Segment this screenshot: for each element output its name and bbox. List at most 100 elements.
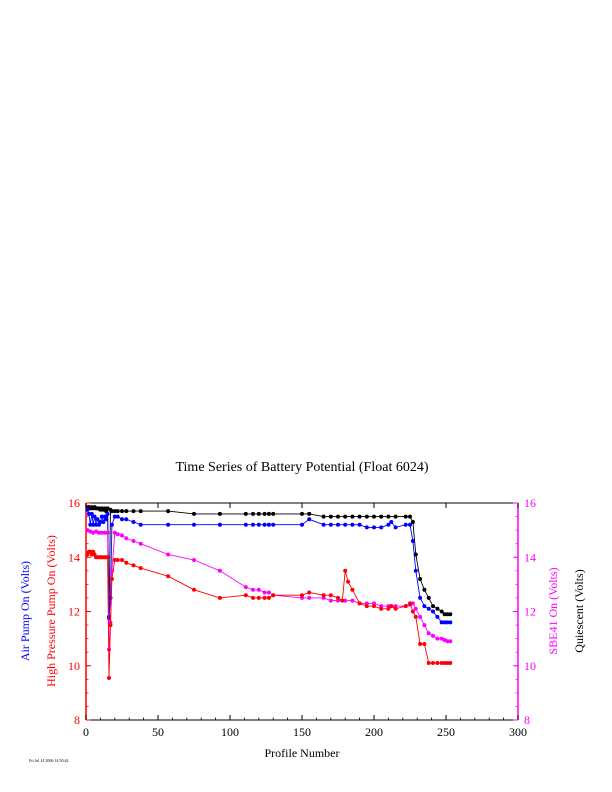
data-point (389, 520, 394, 524)
x-tick-label: 250 (437, 725, 455, 739)
data-point (266, 595, 271, 600)
data-point (403, 604, 408, 609)
data-point (91, 522, 96, 527)
data-point (102, 530, 107, 535)
data-point (300, 593, 304, 598)
data-point (357, 514, 362, 519)
data-point (256, 511, 261, 516)
data-point (350, 522, 355, 527)
plot-frame (85, 502, 519, 721)
data-point (262, 511, 267, 516)
data-point (389, 604, 394, 609)
series-1 (85, 507, 453, 625)
data-point (138, 541, 143, 546)
data-point (101, 520, 106, 524)
data-point (86, 511, 91, 516)
data-point (131, 563, 136, 568)
data-point (343, 598, 348, 603)
data-point (120, 558, 124, 562)
data-point (166, 574, 171, 579)
data-point (413, 552, 418, 557)
data-point (124, 517, 129, 522)
data-point (266, 511, 271, 516)
data-point (120, 517, 124, 522)
data-point (336, 522, 340, 527)
data-point (418, 595, 423, 600)
left-y-tick-label: 16 (68, 496, 80, 510)
data-point (109, 509, 114, 514)
data-point (431, 604, 435, 609)
data-point (138, 522, 143, 527)
data-point (124, 560, 129, 565)
data-point (307, 590, 312, 595)
series-line (87, 550, 451, 679)
x-tick-label: 50 (152, 725, 164, 739)
data-point (217, 568, 222, 573)
data-point (393, 514, 398, 519)
data-point (448, 639, 453, 644)
data-point (120, 509, 124, 514)
x-tick-label: 100 (221, 725, 239, 739)
data-point (340, 598, 345, 603)
data-point (379, 606, 384, 611)
data-point (99, 514, 104, 519)
data-point (108, 595, 113, 600)
data-point (410, 520, 415, 524)
right-y-tick-label: 8 (524, 713, 530, 727)
data-point (364, 525, 369, 530)
data-point (426, 606, 431, 611)
data-point (166, 509, 171, 514)
data-point (403, 514, 408, 519)
data-point (243, 511, 248, 516)
right-y-tick-label: 10 (524, 659, 536, 673)
data-point (271, 522, 276, 527)
data-point (115, 532, 120, 537)
data-point (435, 661, 440, 665)
left-y-tick-label: 14 (68, 550, 80, 564)
data-point (107, 676, 111, 680)
data-point (357, 522, 362, 527)
right-axis-label-quiescent: Quiescent (Volts) (572, 569, 586, 652)
data-point (321, 593, 326, 598)
data-point (336, 514, 340, 519)
data-point (251, 522, 255, 527)
data-point (408, 514, 412, 519)
chart-title: Time Series of Battery Potential (Float … (175, 460, 428, 475)
data-point (379, 514, 384, 519)
data-point (131, 520, 136, 524)
data-point (115, 558, 120, 562)
data-point (328, 514, 333, 519)
data-point (386, 522, 391, 527)
data-point (357, 601, 362, 606)
data-point (448, 661, 453, 665)
data-point (408, 601, 412, 606)
data-point (89, 511, 94, 516)
data-point (251, 511, 255, 516)
data-point (166, 552, 171, 557)
data-point (300, 522, 304, 527)
data-point (445, 620, 450, 625)
data-point (166, 522, 171, 527)
data-point (403, 522, 408, 527)
data-point (120, 533, 124, 538)
data-point (138, 566, 143, 571)
data-point (192, 511, 196, 516)
data-point (243, 585, 248, 590)
data-point (442, 661, 447, 665)
data-point (350, 598, 355, 603)
data-point (393, 525, 398, 530)
data-point (350, 514, 355, 519)
data-point (445, 639, 450, 644)
data-point (321, 522, 326, 527)
data-point (271, 593, 276, 598)
data-point (115, 514, 120, 519)
data-point (138, 509, 143, 514)
data-point (410, 601, 415, 606)
right-axis-label-sbe41: SBE41 On (Volts) (546, 567, 560, 654)
data-point (418, 614, 423, 619)
data-point (131, 509, 136, 514)
data-point (431, 633, 435, 638)
data-point (124, 536, 129, 541)
x-axis-label: Profile Number (265, 746, 340, 760)
left-axis-label-high-pressure-pump: High Pressure Pump On (Volts) (44, 535, 58, 687)
